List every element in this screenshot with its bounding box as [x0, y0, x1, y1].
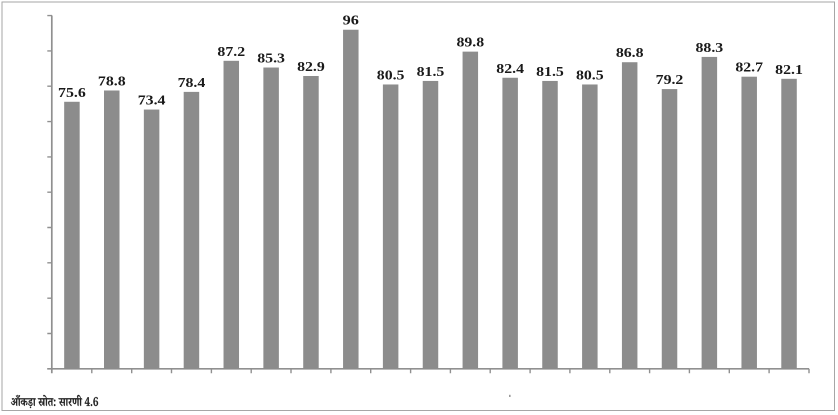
svg-text:87.2: 87.2 [217, 44, 245, 59]
svg-text:80.5: 80.5 [576, 67, 604, 82]
svg-text:75.6: 75.6 [58, 85, 86, 100]
svg-text:89.8: 89.8 [456, 35, 484, 50]
svg-text:88.3: 88.3 [696, 40, 724, 55]
svg-text:82.9: 82.9 [297, 59, 325, 74]
svg-text:78.8: 78.8 [98, 73, 126, 88]
svg-text:86.8: 86.8 [616, 45, 644, 60]
svg-text:81.5: 81.5 [417, 64, 445, 79]
svg-text:81.5: 81.5 [536, 64, 564, 79]
svg-text:82.7: 82.7 [735, 60, 763, 75]
svg-text:79.2: 79.2 [656, 72, 684, 87]
svg-text:85.3: 85.3 [257, 51, 285, 66]
svg-text:96: 96 [343, 13, 360, 28]
svg-text:78.4: 78.4 [178, 75, 206, 90]
svg-text:82.1: 82.1 [775, 62, 803, 77]
svg-text:73.4: 73.4 [138, 93, 166, 108]
svg-text:80.5: 80.5 [377, 67, 405, 82]
svg-text:82.4: 82.4 [496, 61, 524, 76]
